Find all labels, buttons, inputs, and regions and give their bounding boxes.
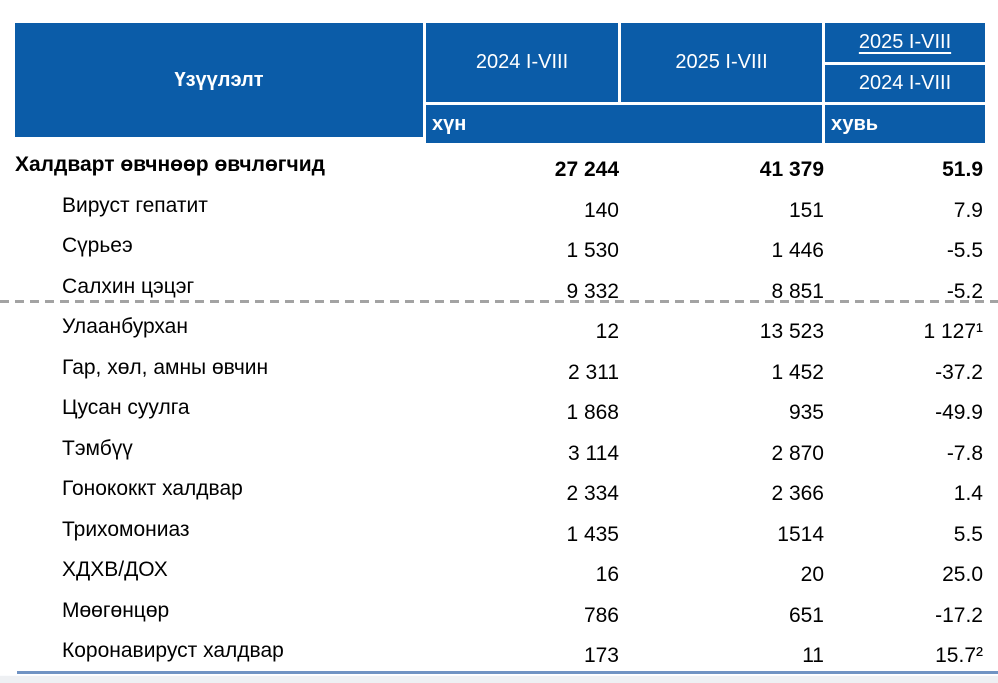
row-value-2025: 41 379 (620, 158, 825, 182)
row-value-2025: 11 (620, 644, 825, 668)
row-indicator-label: Вируст гепатит (15, 194, 425, 218)
row-value-2025: 2 870 (620, 442, 825, 466)
row-value-2025: 13 523 (620, 320, 825, 344)
row-indicator-label: Салхин цэцэг (15, 275, 425, 299)
row-indicator-label: Улаанбурхан (15, 315, 425, 339)
row-value-2025: 935 (620, 401, 825, 425)
row-indicator-label: ХДХВ/ДОХ (15, 558, 425, 582)
row-indicator-label: Халдварт өвчнөөр өвчлөгчид (15, 153, 425, 177)
row-indicator-label: Сүрьеэ (15, 234, 425, 258)
row-value-2024: 2 334 (425, 482, 620, 506)
row-value-2024: 1 530 (425, 239, 620, 263)
header-2024-cell: 2024 I-VIII (426, 23, 618, 102)
row-value-2025: 1 446 (620, 239, 825, 263)
row-change-percent: -37.2 (825, 361, 985, 385)
row-change-percent: 1 127¹ (825, 320, 985, 344)
row-value-2025: 151 (620, 199, 825, 223)
row-change-percent: -17.2 (825, 604, 985, 628)
row-change-percent: -7.8 (825, 442, 985, 466)
row-change-percent: 1.4 (825, 482, 985, 506)
row-value-2024: 140 (425, 199, 620, 223)
header-ratio-numerator-label: 2025 I-VIII (859, 31, 951, 54)
row-indicator-label: Гар, хөл, амны өвчин (15, 356, 425, 380)
header-ratio-numerator-cell: 2025 I-VIII (825, 23, 985, 62)
row-indicator-label: Гонококкт халдвар (15, 477, 425, 501)
row-value-2025: 2 366 (620, 482, 825, 506)
header-2024-label: 2024 I-VIII (476, 51, 568, 74)
header-indicator-label: Үзүүлэлт (174, 69, 263, 92)
header-2025-cell: 2025 I-VIII (621, 23, 822, 102)
row-indicator-label: Тэмбүү (15, 437, 425, 461)
row-value-2024: 1 868 (425, 401, 620, 425)
header-unit-person-cell: хүн (426, 105, 822, 143)
row-value-2024: 2 311 (425, 361, 620, 385)
row-indicator-label: Коронавируст халдвар (15, 639, 425, 663)
row-change-percent: -49.9 (825, 401, 985, 425)
row-value-2024: 786 (425, 604, 620, 628)
row-change-percent: 25.0 (825, 563, 985, 587)
header-unit-percent-cell: хувь (825, 105, 985, 143)
page-break-dashed-line (0, 300, 998, 303)
header-2025-label: 2025 I-VIII (675, 51, 767, 74)
row-change-percent: 7.9 (825, 199, 985, 223)
row-value-2025: 20 (620, 563, 825, 587)
row-value-2024: 16 (425, 563, 620, 587)
header-indicator-cell: Үзүүлэлт (15, 23, 423, 137)
row-change-percent: -5.5 (825, 239, 985, 263)
row-value-2024: 3 114 (425, 442, 620, 466)
table-header: Үзүүлэлт 2024 I-VIII 2025 I-VIII 2025 I-… (15, 23, 985, 143)
row-value-2024: 1 435 (425, 523, 620, 547)
row-value-2024: 27 244 (425, 158, 620, 182)
header-ratio-denominator-label: 2024 I-VIII (859, 72, 951, 95)
row-change-percent: 5.5 (825, 523, 985, 547)
row-indicator-label: Цусан суулга (15, 396, 425, 420)
row-value-2025: 1514 (620, 523, 825, 547)
row-value-2025: 651 (620, 604, 825, 628)
row-value-2024: 12 (425, 320, 620, 344)
row-indicator-label: Трихомониаз (15, 518, 425, 542)
row-change-percent: 51.9 (825, 158, 985, 182)
header-unit-person-label: хүн (432, 113, 466, 136)
row-indicator-label: Мөөгөнцөр (15, 599, 425, 623)
header-unit-percent-label: хувь (831, 113, 878, 136)
row-value-2025: 1 452 (620, 361, 825, 385)
slide-bottom-border-line (17, 671, 998, 674)
row-value-2024: 173 (425, 644, 620, 668)
row-change-percent: 15.7² (825, 644, 985, 668)
header-ratio-denominator-cell: 2024 I-VIII (825, 65, 985, 102)
